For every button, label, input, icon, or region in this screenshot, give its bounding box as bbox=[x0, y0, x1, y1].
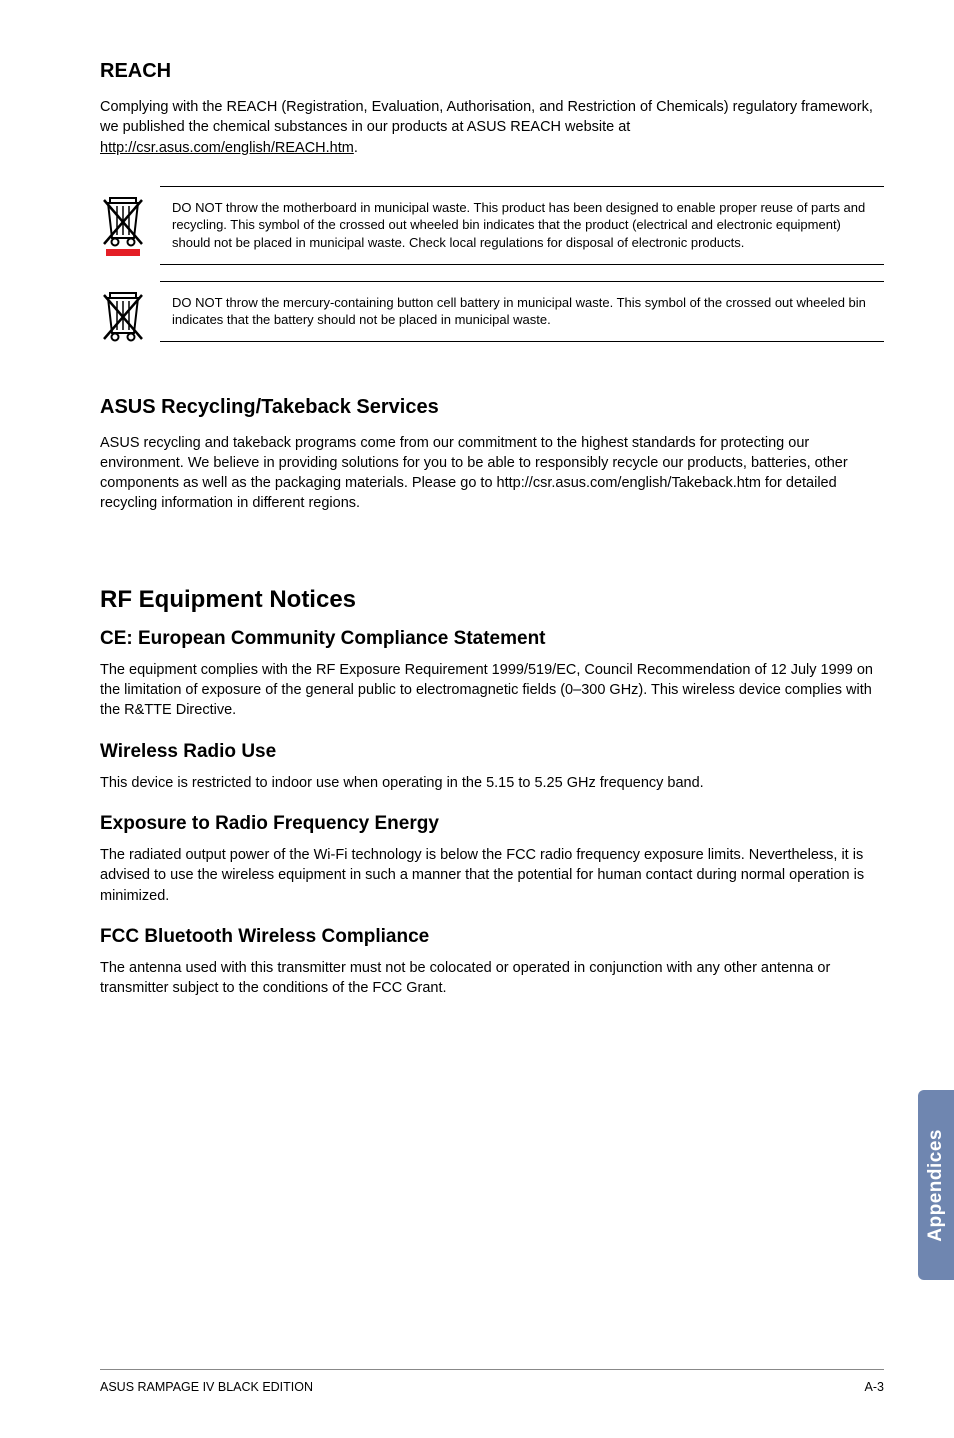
footer-left: ASUS RAMPAGE IV BLACK EDITION bbox=[100, 1380, 313, 1394]
side-tab-appendices[interactable]: Appendices bbox=[918, 1090, 954, 1280]
reach-body-tail: . bbox=[354, 140, 358, 156]
reach-heading: REACH bbox=[100, 60, 884, 83]
fcc-bt-heading: FCC Bluetooth Wireless Compliance bbox=[100, 926, 884, 948]
reach-body-text: Complying with the REACH (Registration, … bbox=[100, 99, 873, 135]
reach-link[interactable]: http://csr.asus.com/english/REACH.htm bbox=[100, 140, 354, 156]
ce-body: The equipment complies with the RF Expos… bbox=[100, 660, 884, 721]
wireless-heading: Wireless Radio Use bbox=[100, 741, 884, 763]
footer-right: A-3 bbox=[865, 1380, 884, 1394]
reach-body: Complying with the REACH (Registration, … bbox=[100, 97, 884, 158]
exposure-body: The radiated output power of the Wi-Fi t… bbox=[100, 845, 884, 906]
ce-heading: CE: European Community Compliance Statem… bbox=[100, 628, 884, 650]
fcc-bt-body: The antenna used with this transmitter m… bbox=[100, 958, 884, 999]
side-tab-label: Appendices bbox=[925, 1129, 947, 1242]
recycling-body: ASUS recycling and takeback programs com… bbox=[100, 433, 884, 514]
rf-heading: RF Equipment Notices bbox=[100, 586, 884, 614]
notice-battery-text: DO NOT throw the mercury-containing butt… bbox=[160, 281, 884, 342]
page-content: REACH Complying with the REACH (Registra… bbox=[0, 0, 954, 998]
page-footer: ASUS RAMPAGE IV BLACK EDITION A-3 bbox=[100, 1369, 884, 1394]
exposure-heading: Exposure to Radio Frequency Energy bbox=[100, 813, 884, 835]
recycling-heading: ASUS Recycling/Takeback Services bbox=[100, 396, 884, 419]
wireless-body: This device is restricted to indoor use … bbox=[100, 773, 884, 793]
crossed-bin-red-icon bbox=[100, 186, 160, 263]
notice-battery: DO NOT throw the mercury-containing butt… bbox=[100, 281, 884, 350]
crossed-bin-icon bbox=[100, 281, 160, 350]
notice-motherboard: DO NOT throw the motherboard in municipa… bbox=[100, 186, 884, 265]
notice-motherboard-text: DO NOT throw the motherboard in municipa… bbox=[160, 186, 884, 265]
